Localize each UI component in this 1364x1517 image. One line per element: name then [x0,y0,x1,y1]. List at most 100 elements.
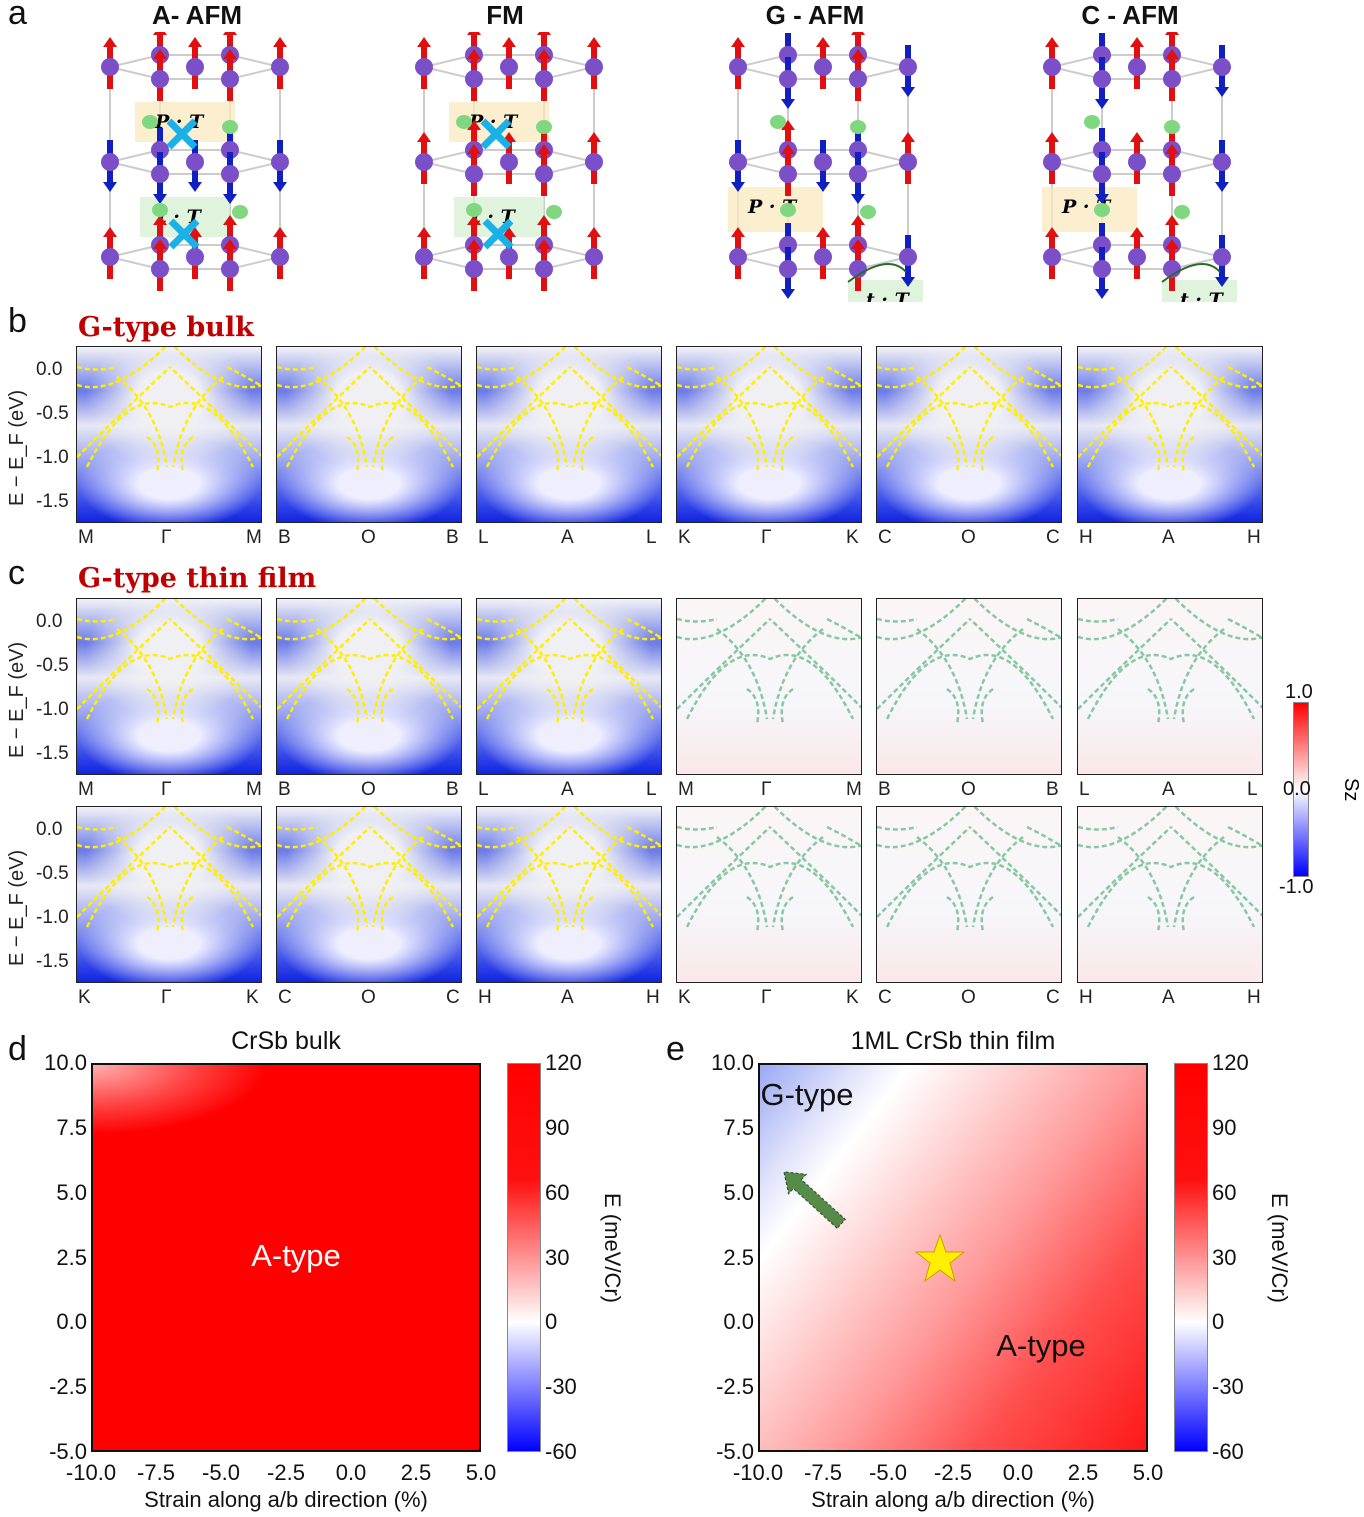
band-dashed-line [1170,366,1262,457]
band-dashed-line [373,599,461,641]
cr-atom [849,141,867,159]
band-dashed-line [477,347,567,389]
band-dashed-line [969,366,1061,457]
band-lines [277,599,461,725]
band-dashed-line [1026,825,1061,848]
k-point-label: K [78,987,91,1008]
band-dashed-line [677,617,718,623]
band-dashed-line [773,807,861,849]
band-dashed-line [746,895,760,933]
band-dashed-line [477,618,571,710]
cr-atom [151,70,169,88]
colorbar-tick: 0 [1212,1309,1225,1335]
band-dashed-line [580,687,594,725]
y-tick-label: -5.0 [716,1439,754,1464]
band-dashed-line [1174,807,1262,849]
band-dashed-line [1117,628,1170,720]
cr-atom [1093,46,1111,64]
y-tick-label: -1.5 [36,951,69,972]
cr-atom [849,70,867,88]
band-dashed-line [477,825,518,831]
band-dashed-line [1174,347,1262,389]
cr-atom [221,70,239,88]
k-point-label: A [1162,987,1175,1008]
band-dashed-line [877,807,967,849]
band-dashed-line [173,599,261,641]
band-dashed-line [180,435,194,473]
y-tick-label: 5.0 [56,1179,87,1205]
band-dashed-line [1181,435,1195,473]
cr-atom [1128,248,1146,266]
band-dashed-line [969,618,1061,709]
band-structure-plot [76,806,262,983]
band-dashed-line [946,895,960,933]
band-dashed-line [346,435,360,473]
curved-arrow-icon [847,263,907,283]
band-dashed-line [877,618,971,710]
cr-atom [1128,153,1146,171]
structure-title: A- AFM [151,0,242,30]
band-dashed-line [571,836,624,928]
band-dashed-line [77,617,118,623]
colorbar-tick: 30 [545,1244,570,1270]
cr-atom [1043,248,1061,266]
band-dashed-line [116,836,169,928]
band-dashed-line [171,836,224,928]
band-dashed-line [771,376,824,468]
colorbar-tick: 30 [1212,1244,1237,1270]
heatmap-title: 1ML CrSb thin film [850,1027,1056,1055]
band-dashed-line [77,366,171,458]
band-dashed-line [477,366,571,458]
cr-atom [849,165,867,183]
band-dashed-line [346,895,360,933]
band-dashed-line [169,366,261,457]
band-dashed-line [677,825,718,831]
k-point-label: Γ [161,527,172,548]
y-tick-label: 0.0 [36,611,63,632]
crystal-structure: P · Tt · T [728,32,923,302]
cr-atom [1043,58,1061,76]
band-lines [77,599,261,725]
sz-colorbar [1293,702,1309,877]
energy-colorbar [1174,1063,1208,1452]
cr-atom [779,165,797,183]
cross-icon [168,218,200,250]
k-point-label: L [646,527,657,548]
y-tick-label: -1.5 [36,743,69,764]
colorbar-tick: 0 [545,1309,558,1335]
band-dashed-line [516,628,569,720]
k-point-label: A [561,987,574,1008]
cr-atom [729,58,747,76]
cr-atom [899,153,917,171]
band-dashed-line [1174,599,1262,641]
band-dashed-line [277,599,367,641]
cross-icon [482,218,514,250]
cr-atom [535,260,553,278]
k-point-label: B [278,527,291,548]
y-tick-label: 2.5 [56,1244,87,1270]
band-lines [877,807,1061,933]
cr-atom [814,58,832,76]
y-tick-label: -0.5 [36,655,69,676]
y-axis-label: E − E_F (eV) [6,641,28,758]
k-point-label: K [846,987,859,1008]
k-point-label: H [1247,527,1261,548]
band-dashed-line [426,825,461,848]
k-point-label: Γ [761,527,772,548]
band-dashed-line [580,435,594,473]
band-dashed-line [716,836,769,928]
k-point-label: H [1079,527,1093,548]
band-lines [477,807,661,933]
band-dashed-line [369,618,461,709]
k-point-label: B [446,527,459,548]
y-tick-label: -1.5 [36,491,69,512]
band-dashed-line [285,861,455,928]
cr-atom [1213,248,1231,266]
band-dashed-line [1117,836,1170,928]
k-point-label: H [478,987,492,1008]
sb-atom [1164,120,1180,134]
sb-atom [1094,203,1110,217]
cr-atom [415,58,433,76]
k-point-label: O [961,779,976,800]
